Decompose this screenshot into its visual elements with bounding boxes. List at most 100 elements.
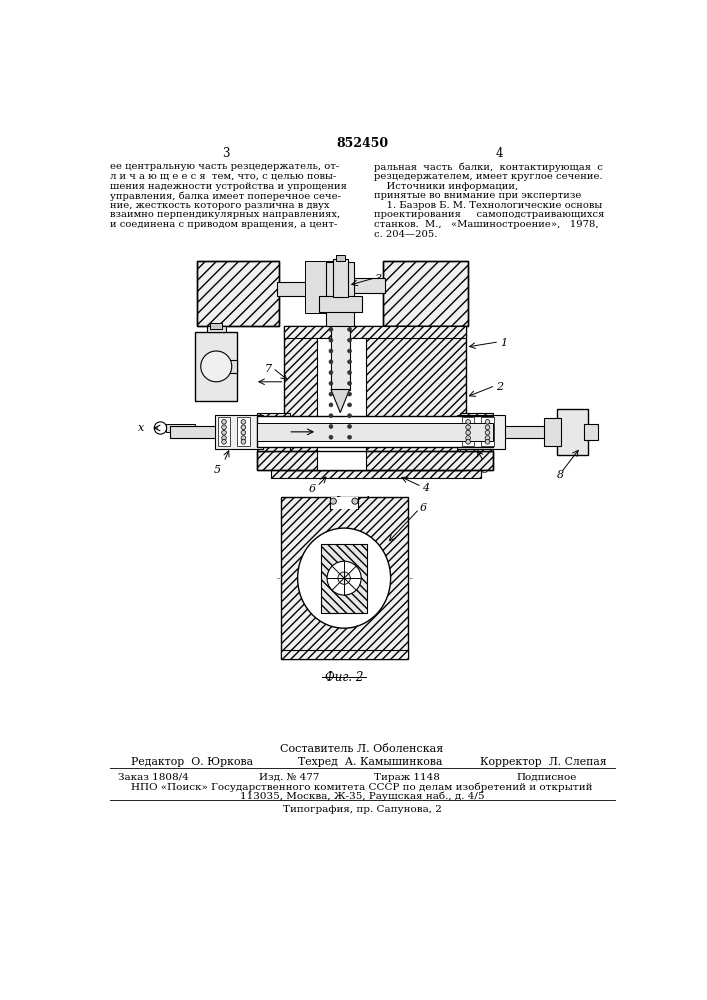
Bar <box>331 326 349 389</box>
Text: Редактор  О. Юркова: Редактор О. Юркова <box>131 757 253 767</box>
Polygon shape <box>331 389 349 413</box>
Bar <box>585 424 598 440</box>
Text: 4: 4 <box>496 147 503 160</box>
Text: Вид А: Вид А <box>333 510 371 521</box>
Bar <box>305 261 340 312</box>
Circle shape <box>241 420 246 424</box>
Circle shape <box>348 371 351 374</box>
Text: шения надежности устройства и упрощения: шения надежности устройства и упрощения <box>110 182 347 191</box>
Circle shape <box>329 338 333 342</box>
Circle shape <box>329 435 333 439</box>
Circle shape <box>222 425 226 430</box>
Text: станков.  М.,   «Машиностроение»,   1978,: станков. М., «Машиностроение», 1978, <box>373 220 598 229</box>
Bar <box>457 415 505 449</box>
Bar <box>281 650 408 659</box>
Bar <box>383 261 468 326</box>
Circle shape <box>466 420 470 424</box>
Text: взаимно перпендикулярных направлениях,: взаимно перпендикулярных направлениях, <box>110 210 340 219</box>
Bar <box>319 296 362 312</box>
Text: 8: 8 <box>557 470 564 480</box>
Bar <box>257 451 493 470</box>
Circle shape <box>348 381 351 385</box>
Text: Изд. № 477: Изд. № 477 <box>259 773 320 782</box>
Circle shape <box>466 430 470 435</box>
Text: Подписное: Подписное <box>517 773 578 782</box>
Circle shape <box>348 338 351 342</box>
Text: Корректор  Л. Слепая: Корректор Л. Слепая <box>480 757 607 767</box>
Circle shape <box>241 430 246 435</box>
Bar <box>332 259 348 297</box>
Circle shape <box>466 436 470 440</box>
Text: 1: 1 <box>500 338 507 348</box>
Text: 2: 2 <box>496 382 503 392</box>
Circle shape <box>348 435 351 439</box>
Bar <box>336 255 345 261</box>
Text: л и ч а ю щ е е с я  тем, что, с целью повы-: л и ч а ю щ е е с я тем, что, с целью по… <box>110 172 337 181</box>
Bar <box>215 415 263 449</box>
Bar <box>257 413 290 451</box>
Circle shape <box>329 414 333 418</box>
Text: Заказ 1808/4: Заказ 1808/4 <box>118 773 189 782</box>
Bar <box>195 332 237 401</box>
Bar <box>228 360 237 373</box>
Text: A: A <box>271 419 281 432</box>
Circle shape <box>222 420 226 424</box>
Circle shape <box>241 425 246 430</box>
Bar <box>281 497 408 659</box>
Text: Фиг. 2: Фиг. 2 <box>325 671 363 684</box>
Text: 6: 6 <box>308 484 315 494</box>
Bar <box>460 413 493 451</box>
Text: Тираж 1148: Тираж 1148 <box>373 773 440 782</box>
Text: принятые во внимание при экспертизе: принятые во внимание при экспертизе <box>373 191 581 200</box>
Circle shape <box>466 425 470 430</box>
Circle shape <box>485 420 490 424</box>
Bar <box>317 326 366 470</box>
Circle shape <box>348 360 351 364</box>
Text: 7: 7 <box>265 364 272 374</box>
Bar <box>276 282 321 296</box>
Bar <box>257 416 493 447</box>
Bar <box>207 326 226 332</box>
Bar <box>481 417 493 446</box>
Bar <box>383 261 468 326</box>
Circle shape <box>327 561 361 595</box>
Circle shape <box>348 403 351 407</box>
Circle shape <box>201 351 232 382</box>
Bar <box>257 423 493 441</box>
Bar <box>166 424 195 432</box>
Text: резцедержателем, имеет круглое сечение.: резцедержателем, имеет круглое сечение. <box>373 172 602 181</box>
Text: управления, балка имеет поперечное сече-: управления, балка имеет поперечное сече- <box>110 191 341 201</box>
Text: НПО «Поиск» Государственного комитета СССР по делам изобретений и открытий: НПО «Поиск» Государственного комитета СС… <box>132 782 592 792</box>
Circle shape <box>338 572 351 584</box>
Circle shape <box>329 371 333 374</box>
Bar <box>237 417 250 446</box>
Bar <box>210 323 223 329</box>
Circle shape <box>329 425 333 428</box>
Text: 852450: 852450 <box>336 137 388 150</box>
Bar <box>544 418 561 446</box>
Text: Техред  А. Камышинкова: Техред А. Камышинкова <box>298 757 442 767</box>
Circle shape <box>222 436 226 440</box>
Text: 5: 5 <box>214 465 221 475</box>
Circle shape <box>348 349 351 353</box>
Bar <box>321 544 368 613</box>
Text: 3: 3 <box>375 274 382 284</box>
Circle shape <box>329 360 333 364</box>
Bar <box>344 278 385 293</box>
Circle shape <box>348 328 351 331</box>
Bar <box>503 426 549 438</box>
Circle shape <box>329 328 333 331</box>
Text: 5: 5 <box>482 465 489 475</box>
Circle shape <box>485 440 490 444</box>
Text: Составитель Л. Оболенская: Составитель Л. Оболенская <box>280 744 443 754</box>
Text: x: x <box>138 423 144 433</box>
Circle shape <box>241 436 246 440</box>
Circle shape <box>485 430 490 435</box>
Bar <box>462 417 474 446</box>
Circle shape <box>222 440 226 444</box>
Circle shape <box>241 440 246 444</box>
Circle shape <box>154 422 167 434</box>
Text: с. 204—205.: с. 204—205. <box>373 230 437 239</box>
Circle shape <box>348 425 351 428</box>
Circle shape <box>485 425 490 430</box>
